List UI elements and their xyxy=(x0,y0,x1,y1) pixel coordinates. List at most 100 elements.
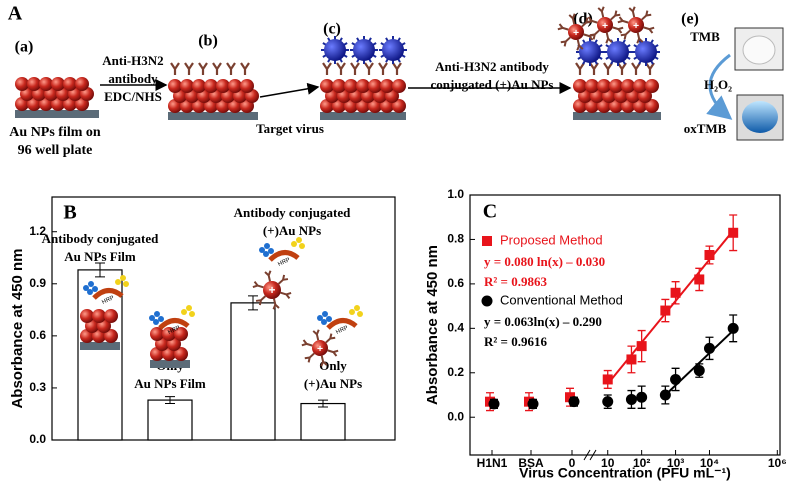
au-nanoparticle xyxy=(168,79,182,93)
y-tick-label: 0.8 xyxy=(447,232,464,246)
antibody xyxy=(304,352,315,363)
virus xyxy=(607,41,629,63)
antibody xyxy=(184,62,194,75)
data-point xyxy=(728,227,739,238)
au-nanoparticle xyxy=(392,99,406,113)
hrp-label: HRP xyxy=(167,325,181,336)
antibody xyxy=(645,62,655,75)
label: Anti-H3N2 xyxy=(102,53,163,68)
label: 96 well plate xyxy=(18,143,93,158)
error-bar xyxy=(248,295,258,311)
data-point xyxy=(659,389,671,401)
hrp-label: HRP xyxy=(335,325,349,336)
substrate-dot xyxy=(158,316,164,322)
x-tick-label: 10⁶ xyxy=(768,456,787,470)
fit-equation: y = 0.080 ln(x) – 0.030 xyxy=(484,254,605,269)
antibody xyxy=(628,6,636,18)
hrp-label: HRP xyxy=(277,257,291,268)
label: oxTMB xyxy=(684,121,727,136)
product-dot xyxy=(186,305,192,311)
antibody xyxy=(597,6,605,18)
substrate-dot xyxy=(268,248,274,254)
reaction-arrow xyxy=(706,53,733,120)
data-point xyxy=(626,354,637,365)
au-nanoparticle xyxy=(392,79,406,93)
bar-annotation: Au NPs Film xyxy=(134,376,206,391)
label: Target virus xyxy=(256,121,324,136)
product-dot xyxy=(181,309,187,315)
x-tick-label: 10⁴ xyxy=(700,456,719,470)
product-dot xyxy=(120,275,126,281)
y-tick-label: 0.6 xyxy=(447,276,464,290)
au-nanoparticle xyxy=(51,77,65,91)
label: conjugated (+)Au NPs xyxy=(431,77,554,92)
substrate-dot xyxy=(153,319,159,325)
step-label: (e) xyxy=(681,11,699,28)
au-nanoparticle xyxy=(320,79,334,93)
positive-au-np xyxy=(568,24,584,40)
tmb-solution xyxy=(742,35,776,65)
bar-annotation: (+)Au NPs xyxy=(304,376,362,391)
au-nanoparticle xyxy=(240,79,254,93)
positive-au-np xyxy=(597,17,613,33)
antibody xyxy=(589,62,599,75)
antibody xyxy=(170,62,180,75)
product-dot xyxy=(115,279,121,285)
y-axis-title: Absorbance at 450 nm xyxy=(424,245,441,405)
x-tick-label: 10³ xyxy=(667,456,684,470)
x-axis-title: Virus Concentration (PFU mL⁻¹) xyxy=(519,465,731,481)
bar-annotation: Only xyxy=(319,358,347,373)
particle-sign: + xyxy=(633,21,639,32)
product-dot xyxy=(296,237,302,243)
legend-marker xyxy=(481,295,493,307)
product-dot xyxy=(357,311,363,317)
virus xyxy=(382,39,404,61)
substrate-dot xyxy=(264,243,270,249)
au-nanoparticle xyxy=(344,79,358,93)
antibody xyxy=(557,23,569,31)
data-point xyxy=(527,398,539,410)
substrate-dot xyxy=(92,286,98,292)
antibody xyxy=(336,62,346,75)
antibody xyxy=(392,62,402,75)
data-point xyxy=(602,396,614,408)
data-point xyxy=(602,374,613,385)
antibody xyxy=(617,62,627,75)
data-point xyxy=(727,322,739,334)
axis-break xyxy=(583,449,597,461)
au-nanoparticle xyxy=(39,77,53,91)
antibody xyxy=(277,274,289,285)
positive-au-np xyxy=(312,340,328,356)
particle-sign: + xyxy=(573,28,579,39)
plot-frame xyxy=(51,196,396,441)
antibody xyxy=(636,32,644,44)
data-point xyxy=(488,398,500,410)
step-label: (d) xyxy=(573,11,593,28)
plate-base xyxy=(320,112,406,120)
hrp-arrow xyxy=(92,288,124,300)
antibody xyxy=(610,10,621,21)
bar xyxy=(147,399,193,441)
antibody xyxy=(272,298,280,310)
substrate-dot xyxy=(88,281,94,287)
virus xyxy=(324,39,346,61)
substrate-dot xyxy=(321,319,327,325)
antibody xyxy=(605,32,613,44)
antibody xyxy=(603,62,613,75)
antibody xyxy=(312,329,320,341)
y-tick-label: 0.4 xyxy=(447,321,464,335)
au-nanoparticle xyxy=(228,79,242,93)
positive-au-np xyxy=(263,281,281,299)
au-nanoparticle xyxy=(621,79,635,93)
error-bar xyxy=(165,396,175,405)
x-tick-label: 10 xyxy=(601,456,615,470)
data-point xyxy=(704,250,715,260)
substrate-dot xyxy=(317,315,323,321)
antibody xyxy=(255,295,267,306)
antibody xyxy=(240,62,250,75)
y-tick-label: 0.9 xyxy=(29,276,46,290)
antibody xyxy=(631,62,641,75)
y-tick-label: 0.3 xyxy=(29,380,46,394)
